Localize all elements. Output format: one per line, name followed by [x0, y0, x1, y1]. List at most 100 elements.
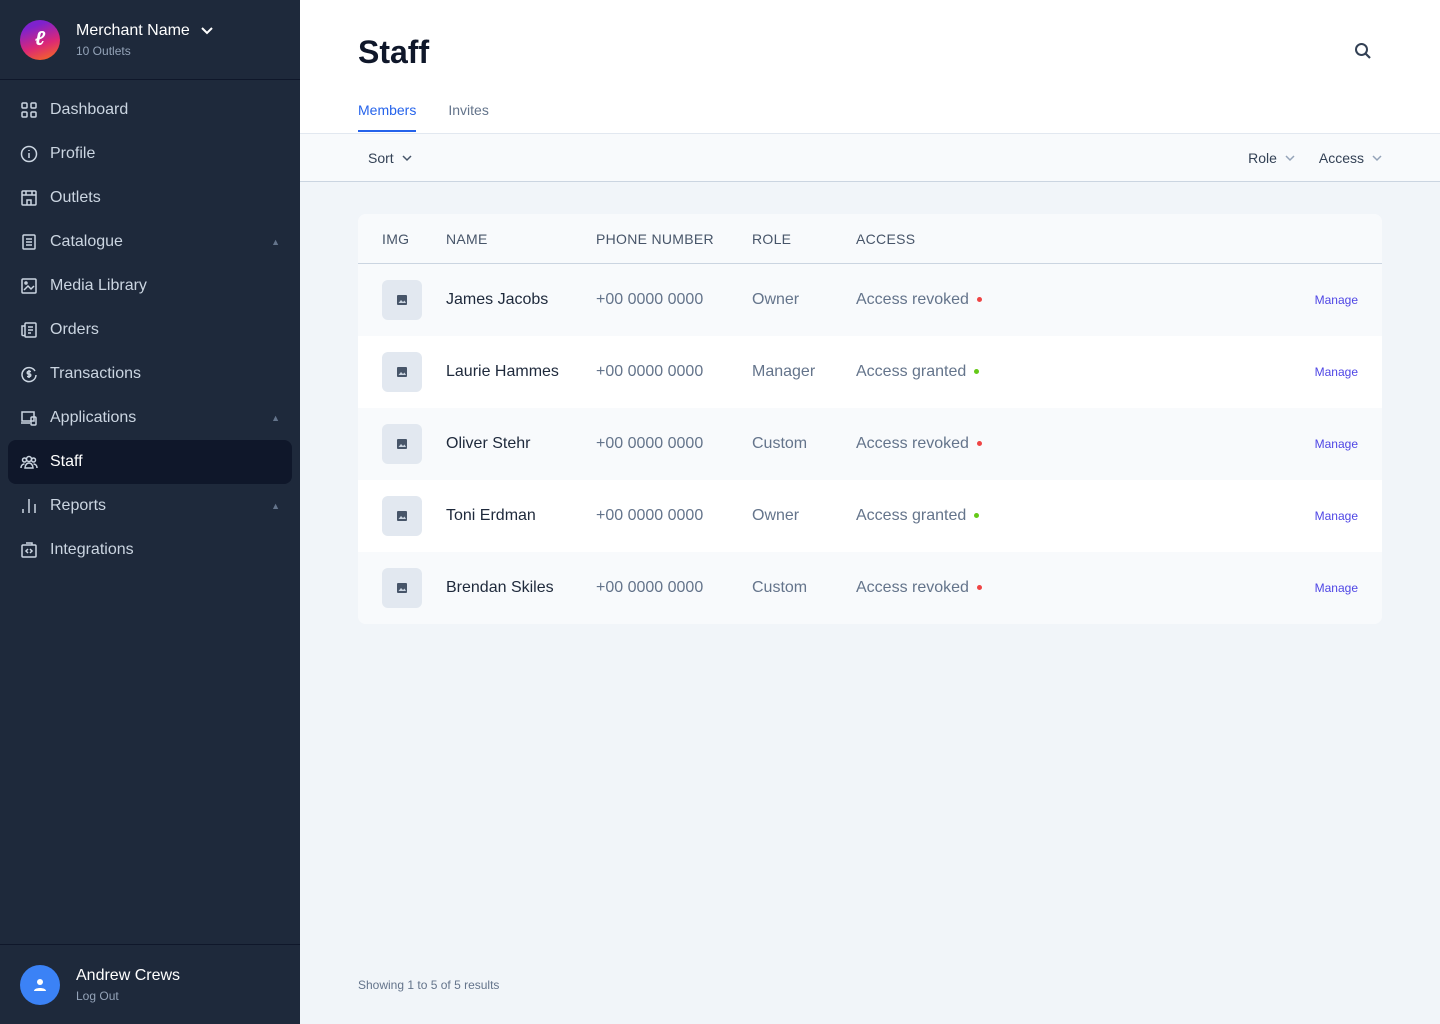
table-row: Laurie Hammes +00 0000 0000 Manager Acce…: [358, 336, 1382, 408]
sidebar-item-orders[interactable]: Orders: [8, 308, 292, 352]
sidebar-item-label: Profile: [50, 145, 96, 162]
sidebar-item-media-library[interactable]: Media Library: [8, 264, 292, 308]
staff-image-placeholder: [382, 352, 422, 392]
staff-access: Access revoked: [856, 435, 969, 452]
staff-name: James Jacobs: [446, 291, 549, 308]
sidebar-item-label: Integrations: [50, 541, 134, 558]
store-icon: [21, 190, 37, 206]
staff-role: Custom: [752, 579, 808, 596]
sort-label: Sort: [368, 149, 394, 166]
devices-icon: [21, 411, 37, 426]
tab-invites[interactable]: Invites: [448, 102, 489, 118]
role-label: Role: [1248, 149, 1277, 166]
sidebar-item-transactions[interactable]: Transactions: [8, 352, 292, 396]
access-label: Access: [1318, 149, 1364, 166]
user-icon: [34, 978, 46, 991]
sidebar-item-label: Outlets: [50, 189, 101, 206]
main-content: Staff Members Invites Sort Role Access I…: [300, 0, 1440, 1024]
image-icon: [397, 295, 407, 305]
logout-link[interactable]: Log Out: [76, 988, 119, 1003]
manage-link[interactable]: Manage: [1314, 509, 1358, 523]
sidebar-item-label: Staff: [50, 453, 83, 470]
dollar-cycle-icon: [21, 366, 37, 383]
staff-name: Toni Erdman: [446, 507, 536, 524]
staff-phone: +00 0000 0000: [596, 507, 704, 524]
code-icon: [21, 542, 37, 558]
staff-image-placeholder: [382, 280, 422, 320]
merchant-switcher[interactable]: ℓ Merchant Name 10 Outlets: [0, 0, 300, 80]
grid-icon: [21, 102, 37, 118]
caret-up-icon[interactable]: ▲: [271, 501, 280, 511]
staff-access: Access revoked: [856, 291, 969, 308]
staff-access: Access granted: [856, 363, 967, 380]
header-access: ACCESS: [856, 230, 916, 247]
header-img: IMG: [382, 230, 410, 247]
search-icon[interactable]: [1354, 42, 1372, 60]
staff-table: IMG NAME PHONE NUMBER ROLE ACCESS James …: [358, 214, 1382, 624]
role-dropdown[interactable]: Role: [1248, 150, 1295, 166]
manage-link[interactable]: Manage: [1314, 365, 1358, 379]
filter-bar: Sort Role Access: [300, 134, 1440, 182]
avatar[interactable]: [20, 964, 60, 1005]
sidebar-item-dashboard[interactable]: Dashboard: [8, 88, 292, 132]
staff-access: Access granted: [856, 507, 967, 524]
image-icon: [397, 367, 407, 377]
merchant-outlets: 10 Outlets: [76, 43, 131, 58]
header-name: NAME: [446, 230, 488, 247]
chevron-down-icon: [1372, 154, 1382, 161]
table-row: Brendan Skiles +00 0000 0000 Custom Acce…: [358, 552, 1382, 624]
chevron-down-icon: [1285, 154, 1295, 161]
sidebar-item-catalogue[interactable]: Catalogue ▲: [8, 220, 292, 264]
user-profile: Andrew Crews Log Out: [0, 944, 300, 1024]
staff-role: Manager: [752, 363, 816, 380]
sidebar-item-staff[interactable]: Staff: [8, 440, 292, 484]
list-icon: [22, 234, 36, 250]
manage-link[interactable]: Manage: [1314, 293, 1358, 307]
status-dot: [976, 297, 982, 303]
staff-phone: +00 0000 0000: [596, 291, 704, 308]
header-role: ROLE: [752, 230, 792, 247]
sidebar-item-label: Reports: [50, 497, 107, 514]
sidebar-item-label: Applications: [50, 409, 137, 426]
staff-phone: +00 0000 0000: [596, 579, 704, 596]
access-dropdown[interactable]: Access: [1319, 150, 1382, 166]
staff-name: Laurie Hammes: [446, 363, 559, 380]
staff-role: Owner: [752, 507, 800, 524]
sidebar-item-profile[interactable]: Profile: [8, 132, 292, 176]
sidebar-item-reports[interactable]: Reports ▲: [8, 484, 292, 528]
staff-phone: +00 0000 0000: [596, 363, 704, 380]
manage-link[interactable]: Manage: [1314, 581, 1358, 595]
image-icon: [397, 511, 407, 521]
status-dot: [974, 513, 980, 519]
staff-name: Oliver Stehr: [446, 435, 531, 452]
sidebar-item-applications[interactable]: Applications ▲: [8, 396, 292, 440]
sidebar-item-label: Dashboard: [50, 101, 129, 118]
sidebar-item-integrations[interactable]: Integrations: [8, 528, 292, 572]
receipt-icon: [21, 322, 37, 338]
sidebar: ℓ Merchant Name 10 Outlets Dashboard Prof…: [0, 0, 300, 1024]
staff-image-placeholder: [382, 424, 422, 464]
manage-link[interactable]: Manage: [1314, 437, 1358, 451]
table-row: Toni Erdman +00 0000 0000 Owner Access g…: [358, 480, 1382, 552]
merchant-logo: ℓ: [20, 19, 60, 60]
image-icon: [397, 439, 407, 449]
staff-phone: +00 0000 0000: [596, 435, 704, 452]
page-title: Staff: [358, 34, 430, 70]
status-dot: [976, 441, 982, 447]
sidebar-item-label: Media Library: [50, 277, 147, 294]
tabs: Members Invites: [358, 102, 489, 132]
sidebar-item-label: Orders: [50, 321, 99, 338]
sort-dropdown[interactable]: Sort: [368, 150, 412, 166]
image-icon: [397, 583, 407, 593]
staff-role: Owner: [752, 291, 800, 308]
status-dot: [976, 585, 982, 591]
caret-up-icon[interactable]: ▲: [271, 237, 280, 247]
sidebar-item-outlets[interactable]: Outlets: [8, 176, 292, 220]
staff-image-placeholder: [382, 568, 422, 608]
staff-access: Access revoked: [856, 579, 969, 596]
caret-up-icon[interactable]: ▲: [271, 413, 280, 423]
bar-chart-icon: [22, 499, 36, 513]
chevron-down-icon: [201, 26, 213, 34]
tab-members[interactable]: Members: [358, 102, 417, 132]
page-header: Staff Members Invites: [300, 0, 1440, 134]
